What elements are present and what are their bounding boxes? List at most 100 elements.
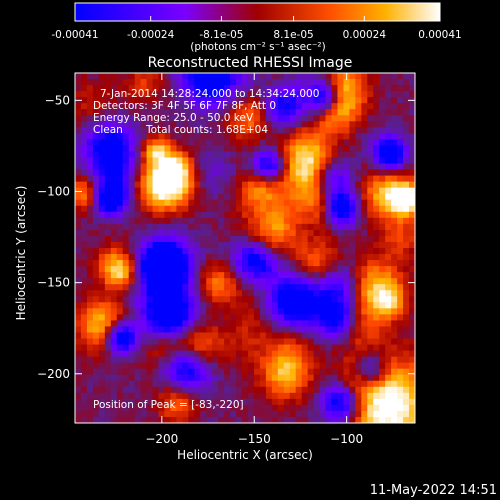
heatmap-cell xyxy=(343,254,350,261)
heatmap-cell xyxy=(122,199,130,207)
heatmap-cell xyxy=(355,296,362,303)
heatmap-cell xyxy=(212,320,219,328)
heatmap-cell xyxy=(86,344,94,352)
heatmap-cell xyxy=(337,169,345,177)
heatmap-cell xyxy=(110,97,118,104)
heatmap-cell xyxy=(283,362,291,370)
heatmap-cell xyxy=(110,157,118,165)
heatmap-cell xyxy=(295,169,303,177)
heatmap-cell xyxy=(367,97,374,104)
heatmap-cell xyxy=(140,338,148,346)
heatmap-cell xyxy=(295,199,303,207)
heatmap-cell xyxy=(247,145,255,153)
heatmap-cell xyxy=(194,235,201,243)
heatmap-cell xyxy=(212,145,219,153)
heatmap-cell xyxy=(271,284,279,291)
heatmap-cell xyxy=(182,416,189,423)
heatmap-cell xyxy=(391,356,398,364)
heatmap-cell xyxy=(164,296,172,303)
heatmap-cell xyxy=(361,416,368,423)
heatmap-cell xyxy=(319,296,327,303)
heatmap-cell xyxy=(188,416,195,423)
heatmap-cell xyxy=(104,115,112,122)
heatmap-cell xyxy=(301,362,309,370)
heatmap-cell xyxy=(355,97,362,104)
heatmap-cell xyxy=(98,169,106,177)
heatmap-cell xyxy=(379,169,386,177)
heatmap-cell xyxy=(391,133,398,140)
heatmap-cell xyxy=(152,362,160,370)
heatmap-cell xyxy=(176,205,183,213)
heatmap-cell xyxy=(152,241,160,249)
heatmap-cell xyxy=(253,187,261,195)
heatmap-cell xyxy=(122,133,130,140)
heatmap-cell xyxy=(409,115,415,122)
heatmap-cell xyxy=(194,217,201,225)
heatmap-cell xyxy=(158,97,166,104)
heatmap-cell xyxy=(80,248,88,255)
heatmap-cell xyxy=(331,163,339,171)
heatmap-cell xyxy=(176,163,183,171)
heatmap-cell xyxy=(86,211,94,219)
heatmap-cell xyxy=(128,229,136,237)
heatmap-cell xyxy=(194,410,201,418)
heatmap-cell xyxy=(116,241,124,249)
heatmap-cell xyxy=(325,350,333,358)
annotation-peak-position: Position of Peak = [-83,-220] xyxy=(93,399,244,411)
heatmap-cell xyxy=(301,241,309,249)
heatmap-cell xyxy=(367,169,374,177)
heatmap-cell xyxy=(289,163,297,171)
heatmap-cell xyxy=(242,326,249,334)
heatmap-cell xyxy=(152,338,160,346)
heatmap-cell xyxy=(188,145,195,153)
heatmap-cell xyxy=(218,254,225,261)
heatmap-cell xyxy=(98,187,106,195)
heatmap-cell xyxy=(355,169,362,177)
heatmap-cell xyxy=(271,314,279,322)
heatmap-cell xyxy=(134,85,142,92)
y-tick-label: −100 xyxy=(37,184,70,198)
heatmap-cell xyxy=(295,235,303,243)
heatmap-cell xyxy=(200,157,207,165)
heatmap-cell xyxy=(116,362,124,370)
heatmap-cell xyxy=(265,139,273,147)
heatmap-cell xyxy=(110,260,118,267)
heatmap-cell xyxy=(331,314,339,322)
heatmap-cell xyxy=(158,103,166,110)
heatmap-cell xyxy=(253,193,261,201)
heatmap-cell xyxy=(170,79,177,86)
heatmap-cell xyxy=(200,410,207,418)
heatmap-cell xyxy=(295,73,303,80)
heatmap-cell xyxy=(283,187,291,195)
heatmap-cell xyxy=(325,91,333,98)
heatmap-cell xyxy=(379,278,386,285)
heatmap-cell xyxy=(409,217,415,225)
heatmap-cell xyxy=(259,278,267,285)
heatmap-cell xyxy=(80,157,88,165)
heatmap-cell xyxy=(182,278,189,285)
heatmap-cell xyxy=(385,266,392,273)
heatmap-cell xyxy=(146,308,154,315)
heatmap-cell xyxy=(164,260,172,267)
heatmap-cell xyxy=(265,103,273,110)
heatmap-cell xyxy=(265,163,273,171)
heatmap-cell xyxy=(289,386,297,394)
heatmap-cell xyxy=(409,332,415,340)
heatmap-cell xyxy=(337,398,345,406)
heatmap-cell xyxy=(247,163,255,171)
heatmap-cell xyxy=(331,157,339,165)
heatmap-cell xyxy=(349,350,356,358)
heatmap-cell xyxy=(385,133,392,140)
heatmap-cell xyxy=(259,205,267,213)
heatmap-cell xyxy=(265,217,273,225)
heatmap-cell xyxy=(253,296,261,303)
heatmap-cell xyxy=(283,211,291,219)
heatmap-cell xyxy=(403,211,410,219)
heatmap-cell xyxy=(146,85,154,92)
heatmap-cell xyxy=(134,235,142,243)
heatmap-cell xyxy=(134,410,142,418)
heatmap-cell xyxy=(259,284,267,291)
heatmap-cell xyxy=(218,241,225,249)
heatmap-cell xyxy=(206,290,213,297)
heatmap-cell xyxy=(277,290,285,297)
